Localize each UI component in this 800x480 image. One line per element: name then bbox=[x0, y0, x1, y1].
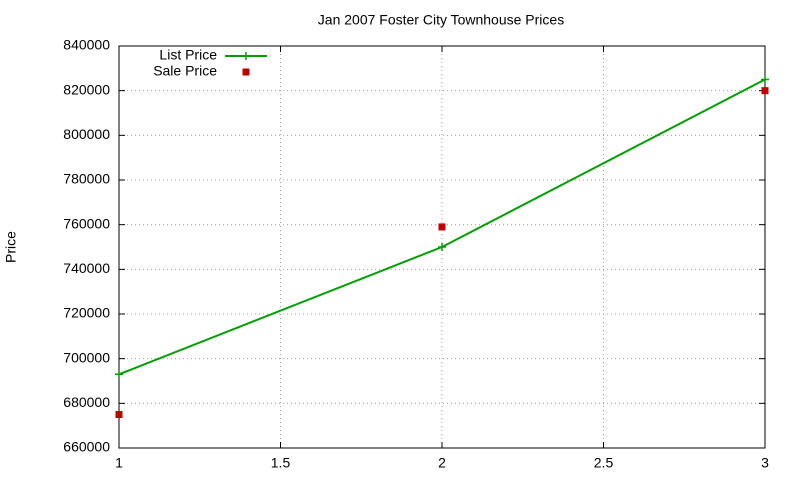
y-tick-label: 760000 bbox=[63, 215, 110, 231]
chart-title: Jan 2007 Foster City Townhouse Prices bbox=[318, 12, 564, 28]
y-tick-label: 820000 bbox=[63, 81, 110, 97]
y-axis-label: Price bbox=[3, 231, 19, 263]
point bbox=[761, 87, 769, 95]
legend-label: List Price bbox=[159, 47, 217, 63]
x-tick-label: 3 bbox=[761, 455, 769, 471]
point bbox=[115, 411, 123, 418]
y-tick-label: 700000 bbox=[63, 349, 110, 365]
y-tick-label: 800000 bbox=[63, 126, 110, 142]
x-tick-label: 2 bbox=[438, 455, 446, 471]
legend-marker bbox=[242, 68, 250, 76]
legend-label: Sale Price bbox=[153, 63, 217, 79]
y-tick-label: 680000 bbox=[63, 394, 110, 410]
x-tick-label: 2.5 bbox=[594, 455, 614, 471]
y-tick-label: 720000 bbox=[63, 305, 110, 321]
y-tick-label: 660000 bbox=[63, 439, 110, 455]
plot-frame bbox=[118, 45, 766, 449]
x-tick-label: 1 bbox=[115, 455, 123, 471]
point bbox=[115, 370, 123, 379]
point bbox=[438, 223, 446, 231]
x-tick-label: 1.5 bbox=[271, 455, 291, 471]
point bbox=[438, 243, 446, 251]
y-tick-label: 740000 bbox=[63, 260, 110, 276]
point bbox=[761, 75, 769, 84]
legend-marker bbox=[242, 52, 250, 60]
y-tick-label: 840000 bbox=[63, 37, 110, 53]
y-tick-label: 780000 bbox=[63, 171, 110, 187]
